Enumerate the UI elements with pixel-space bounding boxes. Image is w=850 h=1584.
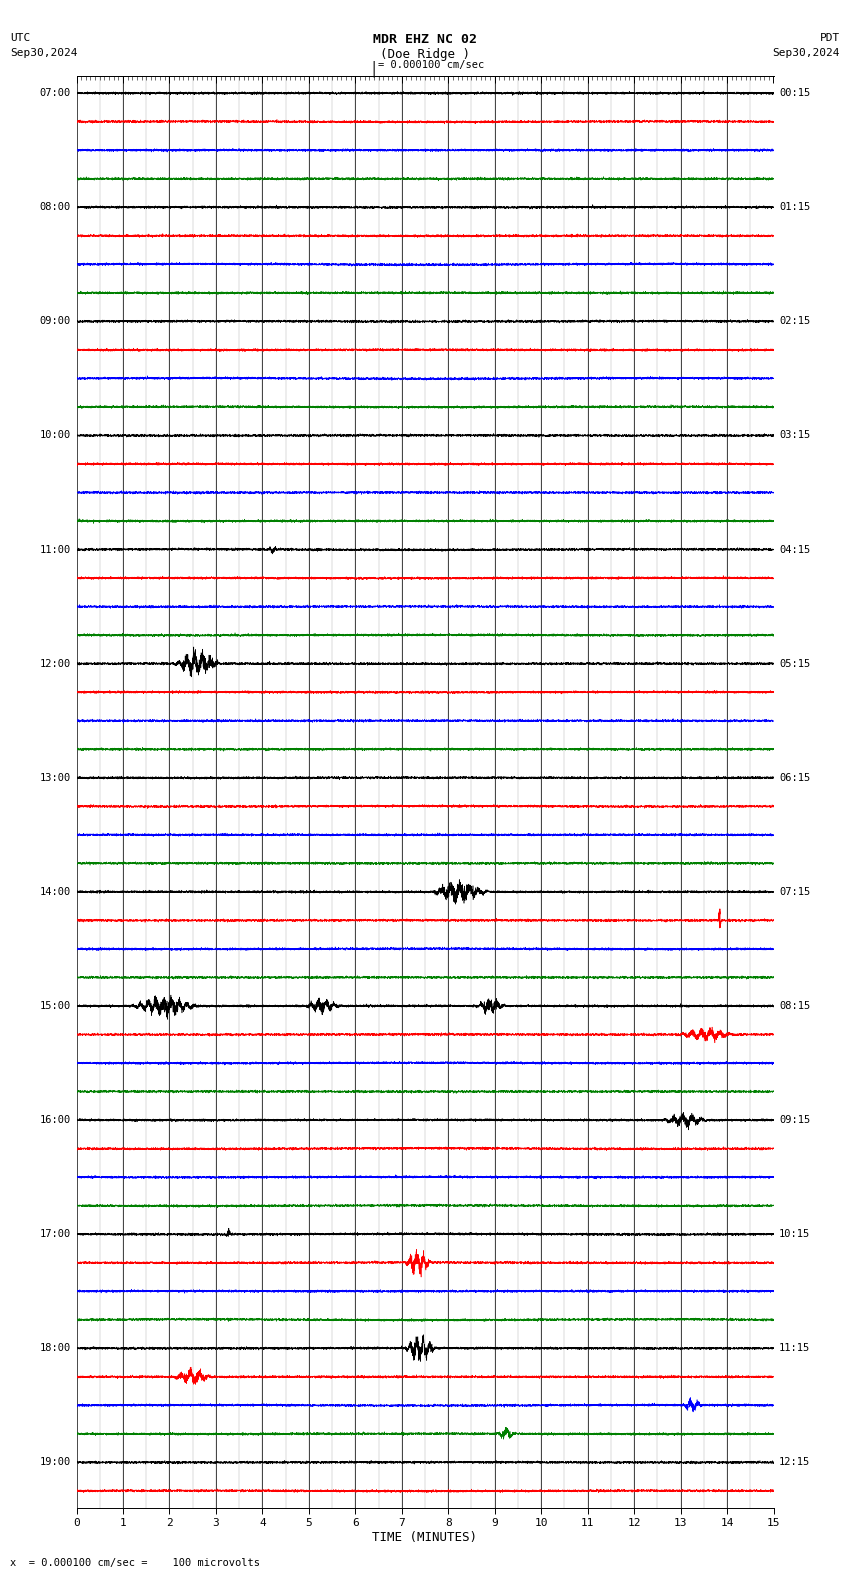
Text: 15:00: 15:00: [40, 1001, 71, 1011]
Text: 12:15: 12:15: [779, 1457, 810, 1467]
Text: = 0.000100 cm/sec: = 0.000100 cm/sec: [378, 60, 484, 70]
Text: 18:00: 18:00: [40, 1343, 71, 1353]
Text: 12:00: 12:00: [40, 659, 71, 668]
Text: 19:00: 19:00: [40, 1457, 71, 1467]
Text: 07:15: 07:15: [779, 887, 810, 897]
Text: 14:00: 14:00: [40, 887, 71, 897]
Text: 17:00: 17:00: [40, 1229, 71, 1239]
X-axis label: TIME (MINUTES): TIME (MINUTES): [372, 1532, 478, 1544]
Text: 10:15: 10:15: [779, 1229, 810, 1239]
Text: 11:15: 11:15: [779, 1343, 810, 1353]
Text: x  = 0.000100 cm/sec =    100 microvolts: x = 0.000100 cm/sec = 100 microvolts: [10, 1559, 260, 1568]
Text: (Doe Ridge ): (Doe Ridge ): [380, 48, 470, 60]
Text: PDT: PDT: [819, 33, 840, 43]
Text: 06:15: 06:15: [779, 773, 810, 782]
Text: 00:15: 00:15: [779, 89, 810, 98]
Text: 04:15: 04:15: [779, 545, 810, 554]
Text: 08:15: 08:15: [779, 1001, 810, 1011]
Text: 08:00: 08:00: [40, 203, 71, 212]
Text: UTC: UTC: [10, 33, 31, 43]
Text: MDR EHZ NC 02: MDR EHZ NC 02: [373, 33, 477, 46]
Text: 01:15: 01:15: [779, 203, 810, 212]
Text: 11:00: 11:00: [40, 545, 71, 554]
Text: 07:00: 07:00: [40, 89, 71, 98]
Text: Sep30,2024: Sep30,2024: [10, 48, 77, 57]
Text: 10:00: 10:00: [40, 431, 71, 440]
Text: 03:15: 03:15: [779, 431, 810, 440]
Text: 09:15: 09:15: [779, 1115, 810, 1125]
Text: Sep30,2024: Sep30,2024: [773, 48, 840, 57]
Text: │: │: [370, 60, 378, 76]
Text: 09:00: 09:00: [40, 317, 71, 326]
Text: 16:00: 16:00: [40, 1115, 71, 1125]
Text: 02:15: 02:15: [779, 317, 810, 326]
Text: 13:00: 13:00: [40, 773, 71, 782]
Text: 05:15: 05:15: [779, 659, 810, 668]
